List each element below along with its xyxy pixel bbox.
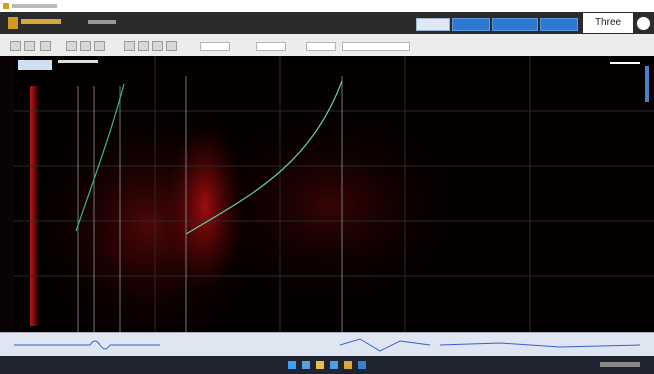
user-label[interactable]: Three guys :) [583,13,633,33]
tool-button[interactable] [138,41,149,51]
tool-button[interactable] [24,41,35,51]
tool-button[interactable] [124,41,135,51]
tab-button[interactable] [416,18,450,31]
caption [58,60,98,63]
energy-band [30,86,38,326]
file-name [88,20,116,24]
taskbar-icon[interactable] [344,361,352,369]
waveform-strip [0,332,654,357]
tool-button[interactable] [66,41,77,51]
tab-button[interactable] [452,18,490,31]
taskbar-icon[interactable] [302,361,310,369]
spectrogram [0,56,654,332]
tool-button[interactable] [40,41,51,51]
taskbar-icon[interactable] [358,361,366,369]
taskbar-icon[interactable] [330,361,338,369]
input-field[interactable] [256,42,286,51]
scale-bar [610,62,640,64]
input-field[interactable] [200,42,230,51]
tab-button[interactable] [540,18,578,31]
tool-button[interactable] [166,41,177,51]
app-icon [3,3,9,9]
window-title [12,4,57,8]
input-field[interactable] [306,42,336,51]
user-avatar[interactable] [636,16,651,31]
tool-button[interactable] [152,41,163,51]
app-window: Three guys :) [0,0,654,374]
tool-button[interactable] [10,41,21,51]
input-field[interactable] [342,42,410,51]
legend-box [18,60,52,70]
taskbar-icon[interactable] [316,361,324,369]
tab-button[interactable] [492,18,538,31]
logo-mark [8,17,18,29]
energy-region [210,116,450,296]
tool-button[interactable] [80,41,91,51]
waveform-line [14,339,640,351]
system-tray [600,362,640,367]
taskbar-icon[interactable] [288,361,296,369]
color-scale [645,66,649,102]
taskbar [0,356,654,374]
waveform [0,333,654,357]
logo-text [21,19,61,24]
tool-button[interactable] [94,41,105,51]
